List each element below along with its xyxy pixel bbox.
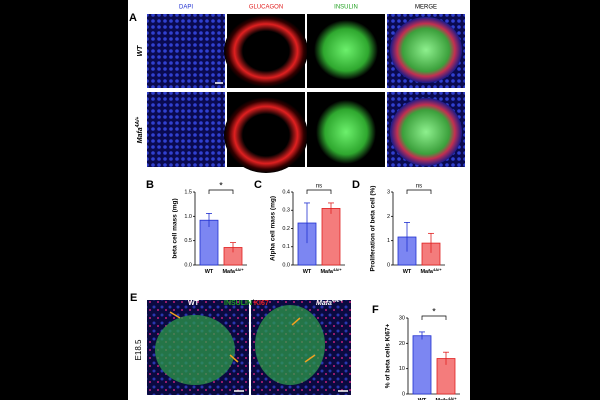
x-tick-label: WT	[303, 269, 312, 275]
category-sup: 4A/+	[448, 396, 457, 400]
category-sup: 4A/+	[433, 267, 442, 272]
panel-label: A	[129, 12, 137, 24]
y-tick-label: 2	[387, 214, 390, 220]
y-axis-label: Alpha cell mass (mg)	[270, 196, 277, 261]
bar	[321, 208, 341, 266]
y-tick-label: 0.0	[282, 262, 290, 268]
y-tick-label: 30	[399, 315, 405, 321]
category: Mafa	[435, 398, 448, 400]
column-header: GLUCAGON	[249, 5, 283, 11]
y-tick-label: 0.3	[282, 208, 290, 214]
y-tick-label: 0.0	[184, 262, 192, 268]
panel-label: E	[130, 292, 137, 304]
stain-label: INSULIN/KI67	[224, 300, 269, 307]
column-header: INSULIN	[334, 5, 358, 11]
significance: ns	[416, 184, 422, 190]
column-header: DAPI	[179, 5, 193, 11]
category: WT	[303, 269, 312, 275]
y-tick-label: 0.1	[282, 244, 290, 250]
x-tick-label: WT	[418, 398, 427, 400]
category-sup: 4A/+	[235, 267, 244, 272]
category: WT	[403, 269, 412, 275]
y-tick-label: 0	[402, 391, 405, 397]
significance-bracket	[406, 189, 432, 194]
y-tick-label: 0	[387, 262, 390, 268]
genotype-label: WT	[188, 300, 200, 307]
category: Mafa	[222, 269, 235, 275]
y-axis-label: beta cell mass (mg)	[172, 198, 179, 258]
x-tick-label: Mafa4A/+	[320, 267, 342, 275]
x-tick-label: WT	[403, 269, 412, 275]
genotype-label: Mafa4A/+	[316, 298, 343, 307]
significance-bracket	[208, 189, 234, 194]
significance: *	[219, 180, 223, 190]
y-tick-label: 0.2	[282, 226, 290, 232]
significance-bracket	[306, 189, 332, 194]
y-tick-label: 0.4	[282, 189, 290, 195]
stage-label: E18.5	[134, 339, 143, 360]
category: Mafa	[320, 269, 333, 275]
category: WT	[418, 398, 427, 400]
category: WT	[205, 269, 214, 275]
x-tick-label: Mafa4A/+	[222, 267, 244, 275]
category: Mafa	[420, 269, 433, 275]
bar	[412, 335, 432, 395]
x-tick-label: WT	[205, 269, 214, 275]
panel-label: C	[254, 179, 262, 191]
significance-bracket	[421, 315, 447, 320]
category-sup: 4A/+	[333, 267, 342, 272]
y-tick-label: 1.5	[184, 189, 192, 195]
y-axis-label: Proliferation of beta cell (%)	[370, 186, 377, 272]
column-header: MERGE	[415, 5, 437, 11]
y-axis-label: % of beta cells Ki67+	[385, 324, 392, 389]
significance: *	[432, 306, 436, 316]
panel-label: B	[146, 179, 154, 191]
panel-a-images	[147, 14, 465, 173]
row-label: Mafa4A/+	[135, 117, 144, 144]
y-tick-label: 10	[399, 366, 405, 372]
significance: ns	[316, 184, 322, 190]
panel-label: F	[372, 304, 379, 316]
panel-e-images	[147, 300, 351, 395]
row-label: WT	[137, 45, 144, 57]
y-tick-label: 20	[399, 341, 405, 347]
x-tick-label: Mafa4A/+	[435, 396, 457, 400]
y-tick-label: 3	[387, 189, 390, 195]
y-tick-label: 0.5	[184, 238, 192, 244]
y-tick-label: 1.0	[184, 214, 192, 220]
panel-label: D	[352, 179, 360, 191]
y-tick-label: 1	[387, 238, 390, 244]
x-tick-label: Mafa4A/+	[420, 267, 442, 275]
